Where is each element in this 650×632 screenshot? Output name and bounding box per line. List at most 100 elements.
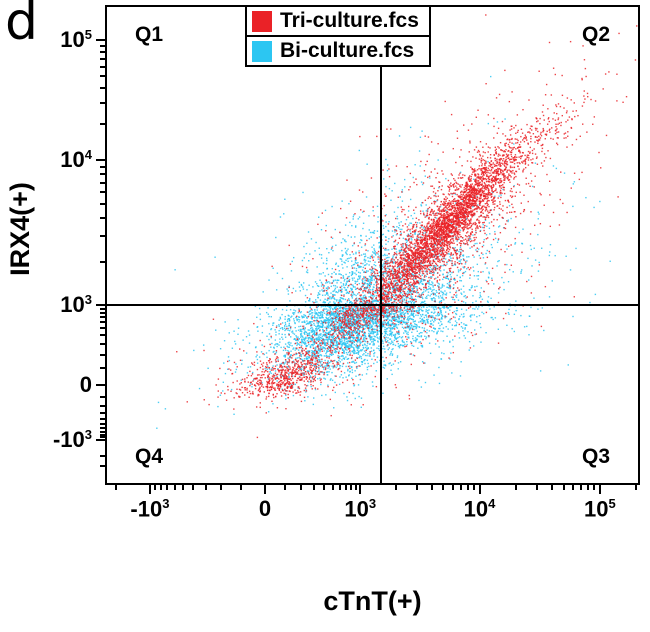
y-axis-tick-labels: 105 104 103 0 -103 bbox=[34, 5, 92, 485]
x-tick bbox=[459, 485, 462, 490]
x-tick bbox=[154, 485, 157, 490]
legend-swatch bbox=[252, 40, 272, 62]
x-tick bbox=[466, 485, 469, 490]
x-tick bbox=[331, 485, 334, 490]
x-tick bbox=[572, 485, 575, 490]
y-tick bbox=[100, 235, 105, 238]
y-tick-label: 104 bbox=[60, 146, 92, 173]
x-tick bbox=[159, 485, 162, 490]
y-tick bbox=[100, 430, 105, 433]
x-tick bbox=[635, 485, 638, 490]
y-tick bbox=[100, 216, 105, 219]
x-tick bbox=[313, 485, 316, 490]
x-tick-label: 105 bbox=[584, 496, 616, 522]
y-tick bbox=[100, 367, 105, 370]
y-tick bbox=[100, 436, 105, 439]
y-tick bbox=[96, 159, 105, 162]
legend-label: Tri-culture.fcs bbox=[280, 9, 419, 32]
scatter-canvas bbox=[107, 7, 638, 483]
x-tick bbox=[350, 485, 353, 490]
y-tick bbox=[100, 418, 105, 421]
y-tick bbox=[100, 464, 105, 467]
x-axis-title: cTnT(+) bbox=[323, 586, 422, 616]
quadrant-label-q3: Q3 bbox=[581, 445, 610, 468]
x-tick bbox=[182, 485, 185, 490]
y-tick-label: -103 bbox=[52, 426, 92, 453]
x-tick bbox=[173, 485, 176, 490]
y-tick bbox=[100, 412, 105, 415]
y-tick bbox=[100, 191, 105, 194]
y-tick-label: 105 bbox=[60, 26, 92, 53]
x-tick bbox=[598, 485, 601, 494]
x-tick bbox=[478, 485, 481, 494]
y-tick bbox=[100, 395, 105, 398]
y-tick bbox=[100, 122, 105, 125]
legend-swatch bbox=[252, 10, 272, 32]
y-tick bbox=[96, 39, 105, 42]
y-tick-label: 103 bbox=[60, 291, 92, 318]
x-axis-tick-labels: -103 0 103 104 105 bbox=[105, 496, 640, 528]
y-tick bbox=[100, 427, 105, 430]
plot-area: Q1 Q2 Q3 Q4 Tri-culture.fcs Bi-culture.fcs bbox=[105, 5, 640, 485]
legend-label: Bi-culture.fcs bbox=[280, 39, 415, 62]
x-tick bbox=[514, 485, 517, 490]
x-tick-label: -103 bbox=[130, 496, 170, 522]
y-tick bbox=[100, 321, 105, 324]
y-tick bbox=[100, 165, 105, 168]
x-tick bbox=[535, 485, 538, 490]
x-tick bbox=[263, 485, 266, 494]
y-tick bbox=[96, 438, 105, 441]
y-tick bbox=[100, 75, 105, 78]
y-tick bbox=[100, 50, 105, 53]
y-tick bbox=[100, 101, 105, 104]
x-tick bbox=[415, 485, 418, 490]
legend-row: Tri-culture.fcs bbox=[247, 7, 429, 35]
quadrant-label-q4: Q4 bbox=[135, 445, 164, 468]
y-tick bbox=[100, 65, 105, 68]
y-tick bbox=[100, 327, 105, 330]
x-tick bbox=[394, 485, 397, 490]
x-tick-label: 104 bbox=[463, 496, 496, 522]
x-tick bbox=[451, 485, 454, 490]
y-axis-ticks bbox=[96, 5, 105, 485]
y-tick bbox=[100, 57, 105, 60]
x-tick bbox=[562, 485, 565, 490]
y-tick bbox=[100, 181, 105, 184]
x-tick bbox=[204, 485, 207, 490]
y-tick bbox=[100, 423, 105, 426]
x-tick bbox=[323, 485, 326, 490]
x-tick bbox=[192, 485, 195, 490]
x-tick-label: 103 bbox=[344, 496, 377, 522]
x-tick bbox=[593, 485, 596, 490]
x-tick bbox=[430, 485, 433, 490]
y-tick bbox=[100, 202, 105, 205]
y-tick bbox=[96, 304, 105, 306]
x-tick bbox=[300, 485, 303, 490]
y-tick bbox=[100, 342, 105, 345]
x-tick bbox=[344, 485, 347, 490]
x-axis-ticks bbox=[105, 485, 640, 497]
y-tick bbox=[96, 384, 105, 387]
x-tick bbox=[166, 485, 169, 490]
y-tick bbox=[100, 311, 105, 314]
x-tick-label: 0 bbox=[258, 496, 272, 521]
quadrant-gate-horizontal-line bbox=[107, 303, 638, 306]
x-tick bbox=[442, 485, 445, 490]
x-tick bbox=[240, 485, 243, 490]
y-tick bbox=[100, 173, 105, 176]
y-tick bbox=[100, 455, 105, 458]
legend: Tri-culture.fcs Bi-culture.fcs bbox=[245, 5, 431, 67]
x-tick bbox=[283, 485, 286, 490]
y-tick bbox=[100, 44, 105, 47]
x-tick bbox=[473, 485, 476, 490]
y-tick bbox=[100, 307, 105, 310]
y-tick bbox=[100, 316, 105, 319]
quadrant-gate-vertical-line bbox=[379, 7, 382, 483]
y-tick bbox=[100, 260, 105, 263]
legend-row: Bi-culture.fcs bbox=[247, 35, 429, 65]
y-tick bbox=[100, 405, 105, 408]
x-tick bbox=[550, 485, 553, 490]
quadrant-label-q2: Q2 bbox=[581, 23, 610, 46]
panel-letter: d bbox=[5, 0, 39, 52]
